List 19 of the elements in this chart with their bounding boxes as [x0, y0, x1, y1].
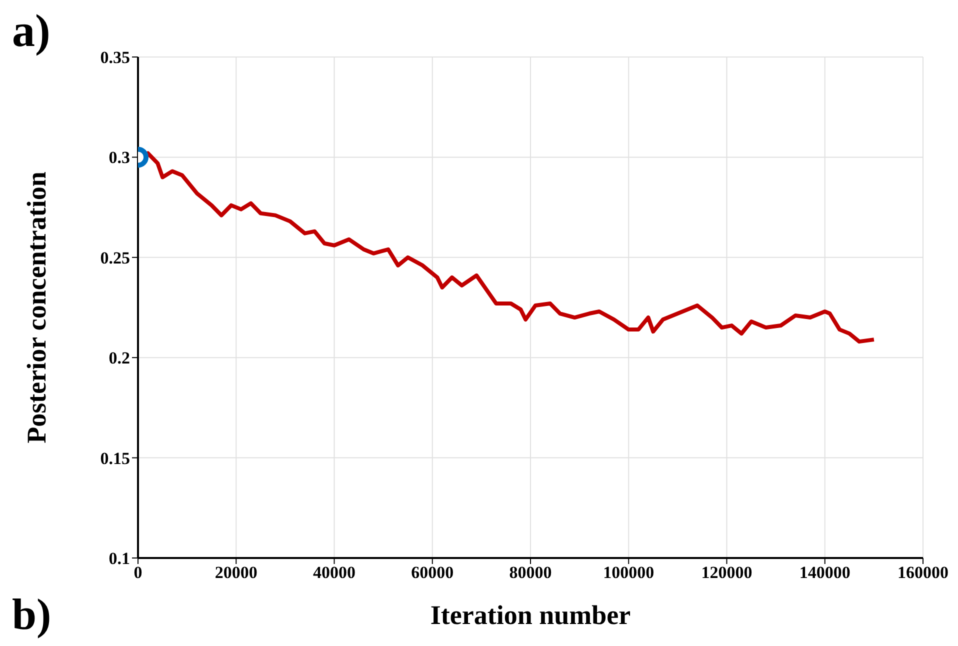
y-tick-label: 0.2 — [108, 348, 130, 368]
y-tick-label: 0.1 — [108, 549, 130, 568]
x-tick-label: 100000 — [603, 563, 654, 582]
y-tick-label: 0.35 — [100, 48, 130, 68]
x-axis-title: Iteration number — [430, 600, 631, 630]
y-tick-label: 0.15 — [100, 448, 130, 468]
x-tick-label: 160000 — [898, 563, 948, 582]
x-tick-label: 60000 — [411, 563, 454, 582]
y-tick-label: 0.3 — [108, 148, 130, 168]
x-tick-label: 120000 — [701, 563, 752, 582]
x-tick-label: 40000 — [313, 563, 356, 582]
x-tick-label: 80000 — [509, 563, 552, 582]
y-axis-title: Posterior concentration — [22, 172, 52, 444]
x-tick-label: 20000 — [214, 563, 258, 582]
text: a) — [12, 4, 50, 57]
x-tick-label: 140000 — [799, 563, 850, 582]
x-tick-label: 0 — [134, 563, 142, 582]
text: b) — [12, 590, 52, 639]
y-tick-label: 0.25 — [100, 248, 130, 268]
